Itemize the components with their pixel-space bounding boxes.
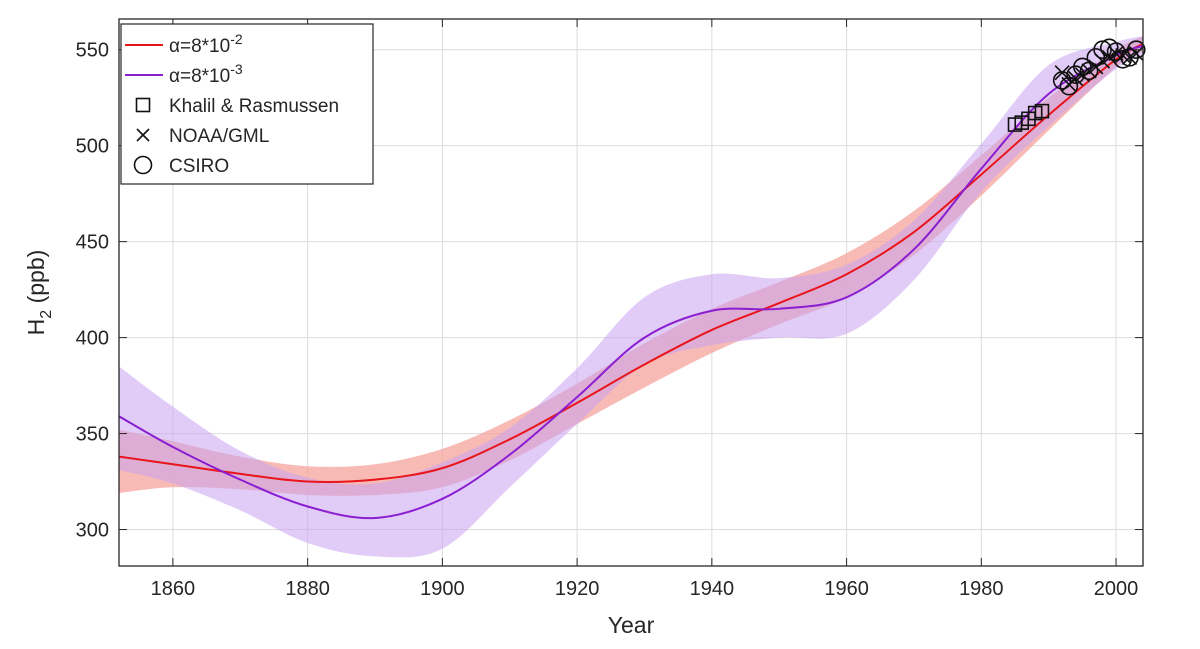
confidence-bands (119, 36, 1143, 558)
x-tick-label: 1960 (824, 578, 869, 600)
x-tick-label: 1880 (285, 578, 330, 600)
y-tick-label: 450 (76, 232, 109, 254)
legend-circle-marker (133, 155, 153, 175)
legend-label: Khalil & Rasmussen (169, 96, 339, 117)
legend-label: α=8*10-3 (169, 61, 243, 87)
y-tick-label: 550 (76, 40, 109, 62)
data-point-circle (1093, 40, 1112, 60)
x-tick-label: 1980 (959, 578, 1004, 600)
axis-ticks: 1860 1880 1900 1920 1940 1960 1980 2000 300 350 40… (76, 19, 1143, 600)
x-tick-label: 1900 (420, 578, 465, 600)
data-point-circle (1059, 76, 1079, 96)
x-axis-label: Year (608, 612, 655, 638)
x-tick-label: 1940 (690, 578, 735, 600)
data-point-circle (1126, 40, 1146, 60)
series-lines (119, 43, 1143, 520)
data-point-square (1034, 103, 1050, 119)
y-tick-label: 400 (76, 328, 109, 350)
x-tick-label: 1860 (151, 578, 196, 600)
legend-label: α=8*10-2 (169, 31, 243, 57)
y-tick-label: 500 (76, 136, 109, 158)
x-tick-label: 2000 (1094, 578, 1139, 600)
y-tick-label: 350 (76, 424, 109, 446)
y-axis-label: H2 (ppb) (23, 250, 55, 336)
data-point-circle (1113, 50, 1133, 69)
plot-frame (118, 18, 1144, 567)
legend-label: CSIRO (169, 156, 229, 177)
legend: α=8*10-2 α=8*10-3 Khalil & Rasmussen NOAA/G… (120, 23, 374, 185)
confidence-band (119, 36, 1143, 558)
legend-label: NOAA/GML (169, 126, 269, 147)
series-line (119, 43, 1143, 483)
legend-square-marker (135, 97, 151, 113)
series-markers (1007, 38, 1146, 132)
legend-box (120, 23, 374, 185)
series-line (119, 44, 1143, 520)
legend-x-marker (136, 128, 150, 142)
y-tick-label: 300 (76, 520, 109, 542)
data-point-circle (1052, 71, 1072, 90)
x-tick-label: 1920 (555, 578, 600, 600)
